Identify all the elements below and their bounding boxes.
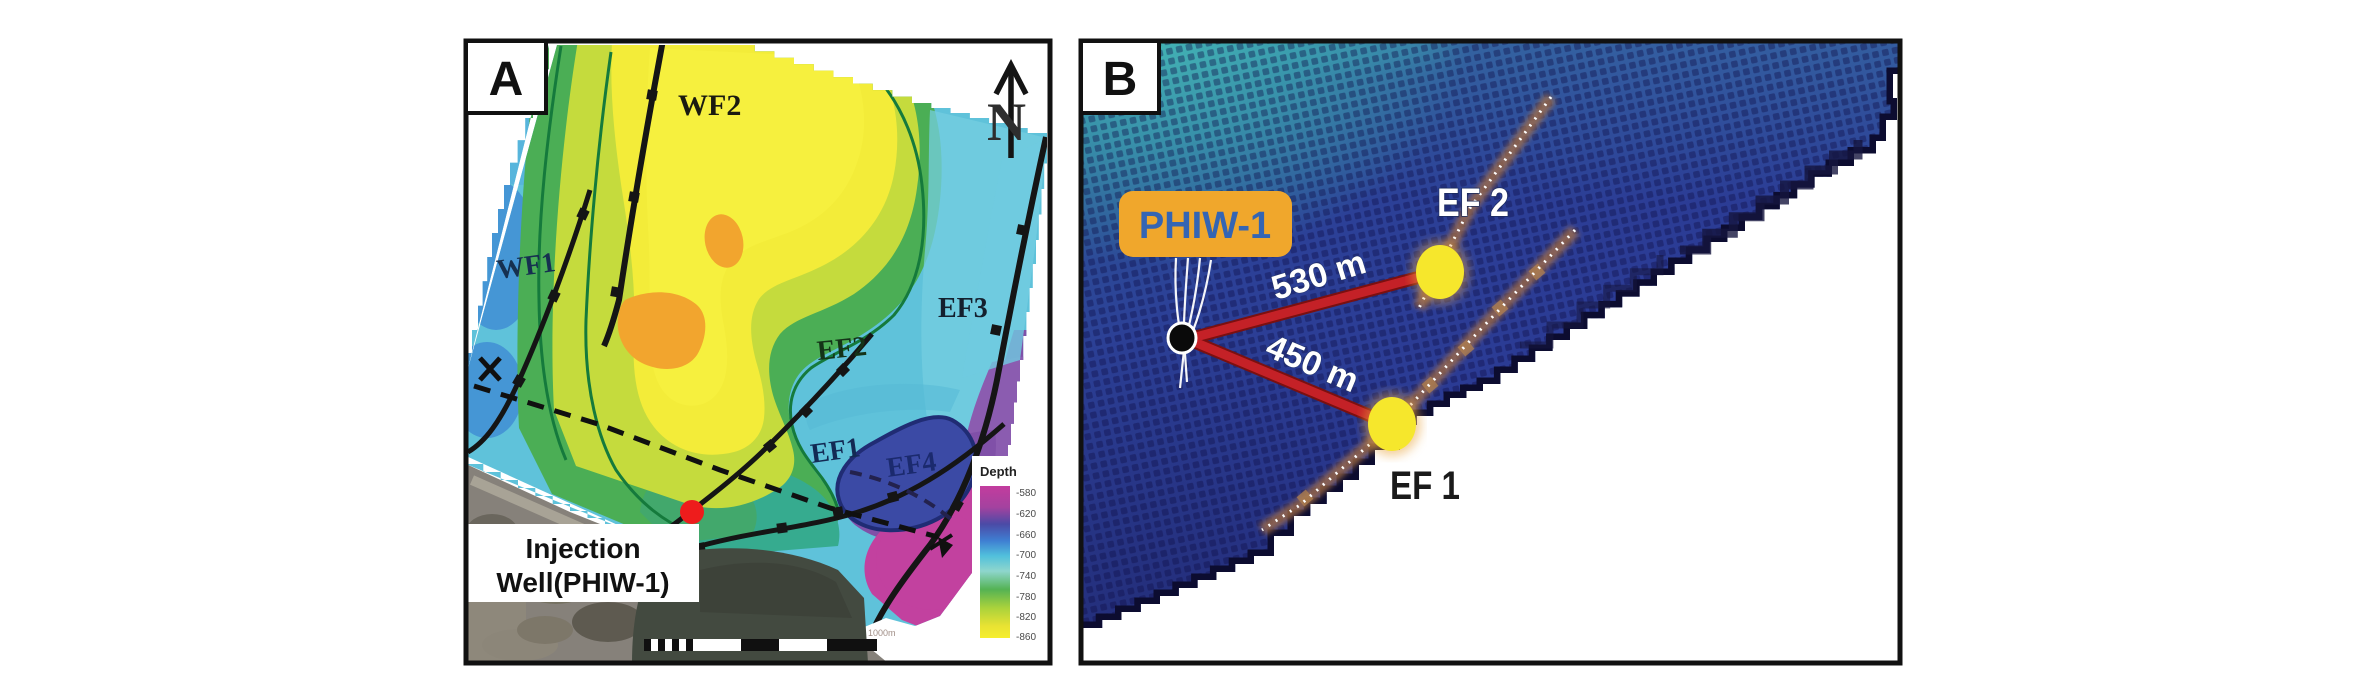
svg-text:EF 2: EF 2 <box>1437 181 1509 225</box>
svg-text:A: A <box>489 53 524 106</box>
svg-text:-740: -740 <box>1016 571 1036 582</box>
svg-text:1000m: 1000m <box>868 628 896 638</box>
svg-text:EF3: EF3 <box>938 293 988 324</box>
svg-text:-660: -660 <box>1016 530 1036 541</box>
svg-text:EF 1: EF 1 <box>1390 464 1460 508</box>
svg-text:-780: -780 <box>1016 592 1036 603</box>
svg-text:N: N <box>987 92 1026 152</box>
svg-text:EF4: EF4 <box>885 446 939 484</box>
svg-text:-700: -700 <box>1016 550 1036 561</box>
svg-text:EF1: EF1 <box>809 432 863 470</box>
svg-text:-860: -860 <box>1016 632 1036 643</box>
svg-text:Injection: Injection <box>525 533 640 564</box>
svg-text:Depth: Depth <box>980 464 1017 479</box>
svg-text:-620: -620 <box>1016 509 1036 520</box>
svg-text:WF2: WF2 <box>678 89 741 122</box>
svg-text:-820: -820 <box>1016 612 1036 623</box>
svg-text:EF2: EF2 <box>815 331 868 367</box>
svg-text:PHIW-1: PHIW-1 <box>1139 205 1271 247</box>
svg-text:Well(PHIW-1): Well(PHIW-1) <box>496 567 669 598</box>
svg-text:-580: -580 <box>1016 488 1036 499</box>
svg-text:B: B <box>1103 53 1138 106</box>
